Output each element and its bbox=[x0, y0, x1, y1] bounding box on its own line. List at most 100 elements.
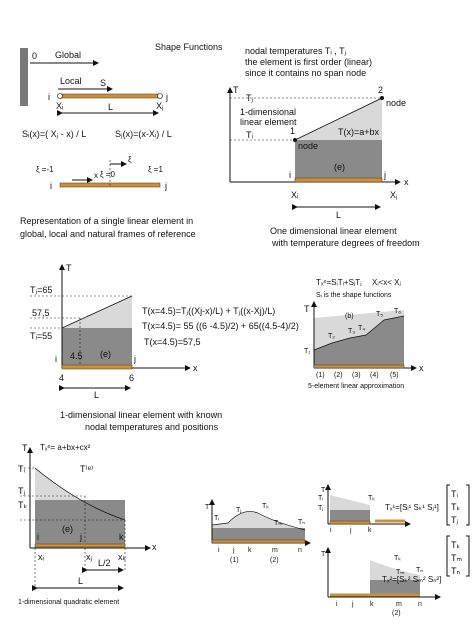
formula: T(x=4.5)= 55 ((6 -4.5)/2) + 65((4.5-4)/2… bbox=[142, 321, 299, 331]
panel4-graph bbox=[311, 301, 417, 371]
label: i bbox=[330, 527, 332, 534]
label: Tᵢ bbox=[214, 515, 219, 522]
wall bbox=[20, 48, 28, 106]
element bbox=[294, 177, 383, 183]
label: m bbox=[396, 601, 402, 608]
label: xᵢ bbox=[38, 552, 44, 562]
label: (e) bbox=[334, 162, 345, 172]
label: ξ =0 bbox=[100, 170, 115, 179]
formula: Tₓ¹=[Sᵢ¹ Sₖ¹ Sⱼ¹] bbox=[385, 503, 439, 512]
lower-area bbox=[35, 500, 125, 545]
label: (3) bbox=[352, 372, 361, 379]
label: T bbox=[22, 443, 28, 453]
label: n bbox=[298, 547, 302, 554]
label: j bbox=[349, 527, 352, 534]
label: T₆ bbox=[394, 308, 401, 315]
label: L bbox=[108, 102, 113, 112]
label: Global bbox=[55, 50, 81, 60]
label: (2) bbox=[392, 610, 401, 617]
label: x bbox=[419, 363, 424, 373]
note: nodal temperatures Tᵢ , Tⱼ bbox=[245, 46, 347, 56]
label: T bbox=[304, 304, 310, 314]
label: j bbox=[79, 532, 82, 542]
label: Xᵢ bbox=[291, 190, 298, 200]
label: T₅ bbox=[376, 311, 383, 318]
caption: with temperature degrees of freedom bbox=[271, 238, 420, 248]
label: i bbox=[336, 601, 338, 608]
label: n bbox=[418, 601, 422, 608]
formula: Tₓᵉ= a+bx+cx² bbox=[40, 443, 91, 452]
caption: 1-dimensional quadratic element bbox=[18, 599, 119, 606]
label: j bbox=[383, 170, 386, 180]
label: T bbox=[321, 551, 326, 558]
label: Tₖ bbox=[451, 502, 460, 512]
lower-area bbox=[314, 316, 404, 365]
node bbox=[57, 93, 63, 99]
label: Xᵢ bbox=[56, 101, 63, 111]
formula: T(x=4.5)=Tⱼ((Xj-x)/L) + Tⱼ((x-Xj)/L) bbox=[142, 306, 275, 316]
label: 4 bbox=[59, 373, 64, 383]
line bbox=[61, 295, 133, 329]
element bbox=[329, 520, 371, 525]
formula: Xᵢ<x< Xⱼ bbox=[372, 278, 401, 287]
label: node bbox=[386, 98, 406, 108]
panel5-graph bbox=[20, 447, 151, 591]
node bbox=[293, 138, 297, 142]
lower-area bbox=[295, 140, 382, 178]
formula: Tₓ²=[Sₖ² Sₘ² Sₙ²] bbox=[382, 575, 441, 584]
label: Tₙ bbox=[416, 567, 423, 574]
label: L bbox=[94, 390, 99, 400]
label: j bbox=[351, 601, 354, 608]
title: Shape Functions bbox=[155, 42, 223, 52]
label: Tₖ bbox=[262, 503, 269, 510]
label: node bbox=[298, 141, 318, 151]
label: x bbox=[404, 177, 409, 187]
label: T₄ bbox=[358, 325, 365, 332]
element bbox=[34, 543, 126, 548]
lower-area bbox=[212, 528, 305, 540]
label: x bbox=[94, 171, 98, 180]
label: T⁽ᵉ⁾ bbox=[80, 464, 93, 474]
label: L bbox=[336, 210, 341, 220]
lower-area bbox=[370, 580, 420, 595]
panel-frames bbox=[20, 48, 163, 188]
label: Tⱼ=65 bbox=[30, 285, 52, 295]
label: Tₖ bbox=[451, 540, 460, 550]
label: (1) bbox=[316, 372, 325, 379]
label: (2) bbox=[270, 557, 279, 564]
label: (4) bbox=[370, 372, 379, 379]
label: Xⱼ bbox=[390, 190, 398, 200]
label: Tₘ bbox=[451, 553, 462, 563]
note: the element is first order (linear) bbox=[245, 57, 372, 67]
curve bbox=[34, 467, 126, 521]
label: k bbox=[368, 527, 372, 534]
panel6-graph bbox=[209, 499, 311, 546]
label: 1 bbox=[290, 126, 295, 136]
label: Tⱼ bbox=[246, 93, 253, 103]
label: j bbox=[133, 354, 136, 364]
label: Tᵢ bbox=[451, 489, 458, 499]
label: Tₙ bbox=[298, 519, 305, 526]
label: Tⱼ bbox=[451, 515, 458, 525]
label: xₖ bbox=[118, 552, 127, 562]
label: (e) bbox=[62, 524, 73, 534]
curve bbox=[211, 511, 306, 531]
node bbox=[380, 96, 384, 100]
label: i bbox=[218, 547, 220, 554]
label: 4.5 bbox=[70, 351, 83, 361]
note: Sᵢ is the shape functions bbox=[316, 292, 392, 299]
label: 2 bbox=[378, 85, 383, 95]
label: Tᵢ bbox=[18, 464, 25, 474]
label: 1-dimensional bbox=[240, 107, 296, 117]
lower-area bbox=[62, 328, 132, 365]
label: j bbox=[164, 181, 167, 191]
label: 0 bbox=[32, 51, 37, 61]
label: Tₘ bbox=[396, 569, 405, 576]
label: i bbox=[289, 170, 291, 180]
caption: 5-element linear approximation bbox=[308, 383, 404, 390]
label: L bbox=[78, 576, 83, 586]
label: T(x)=a+bx bbox=[338, 127, 380, 137]
label: T bbox=[205, 504, 210, 511]
label: ξ =-1 bbox=[36, 165, 54, 174]
